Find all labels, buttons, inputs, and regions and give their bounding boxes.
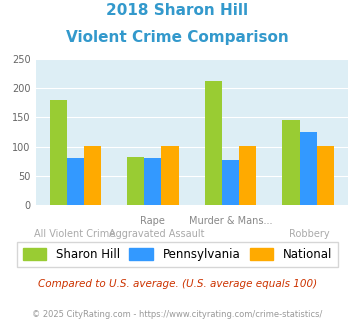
Text: Murder & Mans...: Murder & Mans... bbox=[189, 216, 273, 226]
Bar bbox=[317, 146, 334, 205]
Bar bbox=[283, 120, 300, 205]
Bar bbox=[67, 158, 84, 205]
Bar bbox=[222, 160, 239, 205]
Bar bbox=[127, 157, 144, 205]
Text: Rape: Rape bbox=[140, 216, 165, 226]
Text: Compared to U.S. average. (U.S. average equals 100): Compared to U.S. average. (U.S. average … bbox=[38, 279, 317, 289]
Bar bbox=[300, 132, 317, 205]
Bar bbox=[50, 100, 67, 205]
Text: Robbery: Robbery bbox=[289, 229, 329, 239]
Text: 2018 Sharon Hill: 2018 Sharon Hill bbox=[106, 3, 248, 18]
Bar bbox=[84, 146, 101, 205]
Legend: Sharon Hill, Pennsylvania, National: Sharon Hill, Pennsylvania, National bbox=[17, 242, 338, 267]
Bar bbox=[144, 157, 162, 205]
Bar bbox=[162, 146, 179, 205]
Bar bbox=[205, 81, 222, 205]
Text: © 2025 CityRating.com - https://www.cityrating.com/crime-statistics/: © 2025 CityRating.com - https://www.city… bbox=[32, 310, 323, 319]
Text: All Violent Crime: All Violent Crime bbox=[34, 229, 115, 239]
Text: Aggravated Assault: Aggravated Assault bbox=[109, 229, 204, 239]
Bar bbox=[239, 146, 256, 205]
Text: Violent Crime Comparison: Violent Crime Comparison bbox=[66, 30, 289, 45]
